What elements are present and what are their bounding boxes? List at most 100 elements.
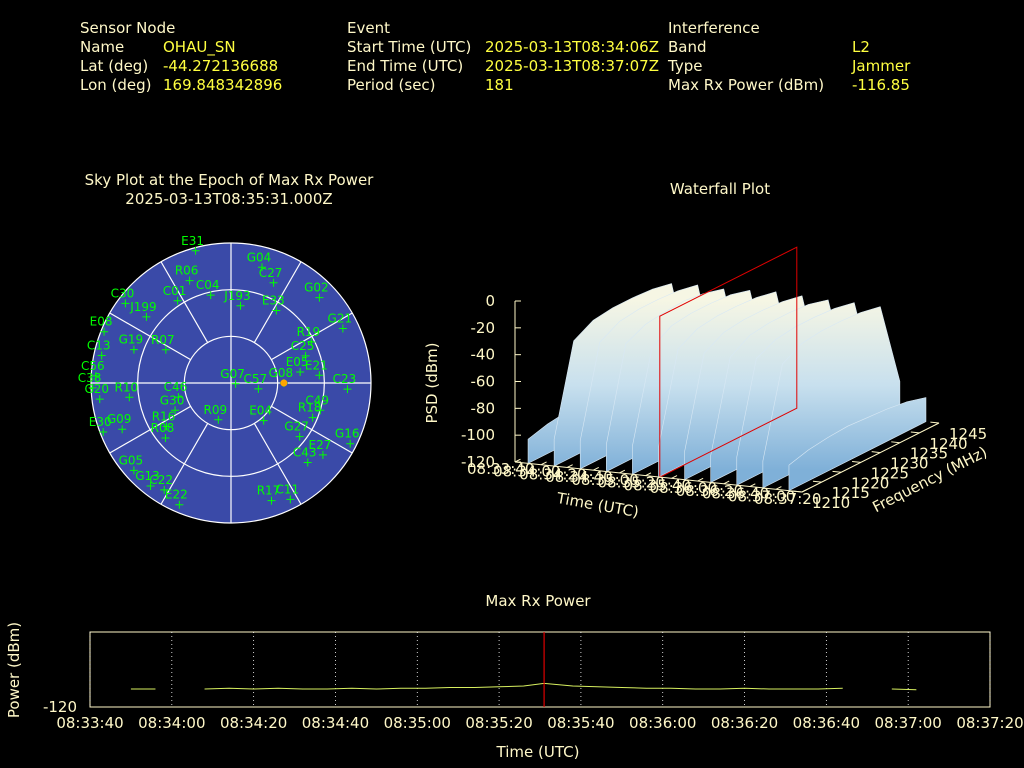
satellite-marker xyxy=(236,301,245,310)
x-tick-label: 08:34:20 xyxy=(519,465,586,483)
x-tick xyxy=(801,488,808,493)
satellite-marker xyxy=(146,481,155,490)
x-tick-label: 08:37:20 xyxy=(956,714,1023,732)
satellite-marker xyxy=(346,439,355,448)
x-tick-label: 08:35:40 xyxy=(624,476,691,494)
satellite-label: J199 xyxy=(129,300,156,314)
y-tick-label: 1240 xyxy=(929,435,967,453)
field-label: Type xyxy=(667,57,702,75)
satellite-marker xyxy=(303,458,312,467)
satellite-label: E08 xyxy=(90,315,113,329)
satellite-label: G09 xyxy=(107,412,132,426)
x-tick xyxy=(697,477,704,482)
x-tick xyxy=(514,458,521,463)
satellite-label: C23 xyxy=(333,372,357,386)
field-value: -116.85 xyxy=(852,76,910,94)
satellite-label: G07 xyxy=(220,367,245,381)
x-tick xyxy=(645,472,652,477)
satellite-label: J193 xyxy=(223,289,250,303)
satellite-label: G19 xyxy=(119,333,144,347)
y-tick xyxy=(852,461,861,463)
z-tick-label: -100 xyxy=(461,426,495,444)
y-tick-label: 1210 xyxy=(812,494,850,512)
satellite-marker xyxy=(121,299,130,308)
field-label: End Time (UTC) xyxy=(347,57,463,75)
field-value: L2 xyxy=(852,38,870,56)
z-tick-label: -40 xyxy=(471,346,496,364)
x-tick-label: 08:36:20 xyxy=(676,482,743,500)
z-tick-label: -20 xyxy=(471,319,496,337)
x-tick-label: 08:35:00 xyxy=(384,714,451,732)
x-tick xyxy=(671,475,678,479)
satellite-label: R06 xyxy=(175,264,199,278)
satellite-marker xyxy=(161,433,170,442)
satellite-marker xyxy=(338,324,347,333)
y-tick-label: -120 xyxy=(43,698,77,716)
satellite-label: C56 xyxy=(81,359,105,373)
satellite-marker xyxy=(129,466,138,475)
y-tick xyxy=(871,451,881,454)
field-value: 2025-03-13T08:37:07Z xyxy=(485,57,659,75)
satellite-marker xyxy=(254,384,263,393)
field-label: Start Time (UTC) xyxy=(347,38,471,56)
spoke xyxy=(109,312,191,361)
x-tick-label: 08:35:20 xyxy=(465,714,532,732)
satellite-label: C46 xyxy=(164,380,188,394)
satellite-label: C38 xyxy=(78,371,102,385)
field-value: OHAU_SN xyxy=(163,38,236,57)
satellite-label: G13 xyxy=(135,469,160,483)
x-tick-label: 08:36:20 xyxy=(711,714,778,732)
x-tick-label: 08:36:40 xyxy=(702,485,769,503)
satellite-marker xyxy=(318,450,327,459)
highlight-marker xyxy=(280,379,288,387)
satellite-label: C13 xyxy=(87,339,111,353)
x-tick xyxy=(775,486,782,490)
satellite-label: C49 xyxy=(305,393,329,407)
x-tick-label: 08:36:00 xyxy=(650,479,717,497)
x-tick-label: 08:34:40 xyxy=(302,714,369,732)
section-title: Sensor Node xyxy=(80,19,175,37)
satellite-marker xyxy=(206,291,215,300)
x-tick xyxy=(749,483,756,487)
satellite-label: E33 xyxy=(262,293,285,307)
y-axis-label: Power (dBm) xyxy=(5,622,23,718)
field-label: Max Rx Power (dBm) xyxy=(668,76,824,94)
satellite-label: E30 xyxy=(89,415,112,429)
y-tick xyxy=(930,421,940,424)
z-tick-label: -60 xyxy=(471,373,496,391)
satellite-marker xyxy=(315,293,324,302)
z-tick-label: -80 xyxy=(471,399,496,417)
satellite-label: G04 xyxy=(247,250,272,264)
satellite-marker xyxy=(231,379,240,388)
satellite-marker xyxy=(296,368,305,377)
satellite-marker xyxy=(125,393,134,402)
satellite-label: E31 xyxy=(181,234,204,248)
satellite-label: C01 xyxy=(163,284,187,298)
field-value: 2025-03-13T08:34:06Z xyxy=(485,38,659,56)
z-axis-label: PSD (dBm) xyxy=(423,342,441,423)
satellite-label: C27 xyxy=(259,266,283,280)
satellite-label: G16 xyxy=(335,427,360,441)
x-tick-label: 08:35:20 xyxy=(597,474,664,492)
y-axis xyxy=(801,422,940,493)
satellite-label: R18 xyxy=(298,401,322,415)
satellite-label: R19 xyxy=(297,325,321,339)
satellite-marker xyxy=(173,296,182,305)
satellite-marker xyxy=(99,428,108,437)
power-line xyxy=(130,682,917,691)
satellite-label: C11 xyxy=(275,482,299,496)
field-label: Name xyxy=(80,38,124,56)
satellite-label: C43 xyxy=(293,445,317,459)
spoke xyxy=(271,312,353,361)
satellite-label: G27 xyxy=(284,420,309,434)
x-tick-label: 08:37:20 xyxy=(754,490,821,508)
y-tick-label: 1245 xyxy=(949,425,987,443)
x-tick xyxy=(540,461,547,466)
satellite-label: G30 xyxy=(160,393,185,407)
field-value: -44.272136688 xyxy=(163,57,278,75)
satellite-marker xyxy=(97,351,106,360)
z-tick-label: -120 xyxy=(461,453,495,471)
field-label: Band xyxy=(668,38,707,56)
satellite-label: G08 xyxy=(269,366,294,380)
satellite-marker xyxy=(175,500,184,509)
